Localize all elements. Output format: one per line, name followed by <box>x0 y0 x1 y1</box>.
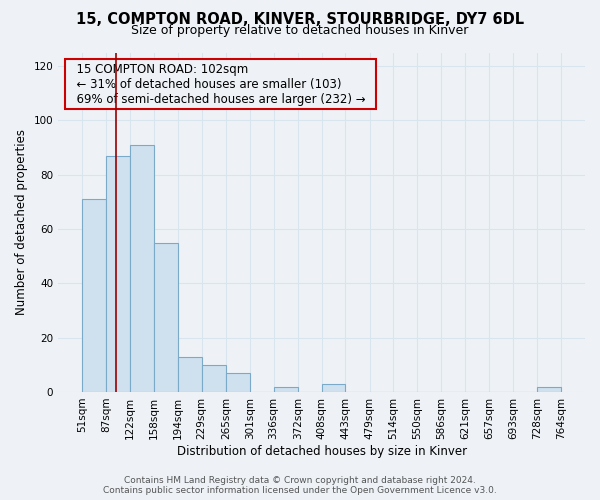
Bar <box>130 145 154 392</box>
Bar <box>202 365 226 392</box>
Bar <box>82 199 106 392</box>
Bar <box>178 356 202 392</box>
X-axis label: Distribution of detached houses by size in Kinver: Distribution of detached houses by size … <box>176 444 467 458</box>
Text: 15 COMPTON ROAD: 102sqm
  ← 31% of detached houses are smaller (103)
  69% of se: 15 COMPTON ROAD: 102sqm ← 31% of detache… <box>69 62 373 106</box>
Text: Contains HM Land Registry data © Crown copyright and database right 2024.
Contai: Contains HM Land Registry data © Crown c… <box>103 476 497 495</box>
Text: Size of property relative to detached houses in Kinver: Size of property relative to detached ho… <box>131 24 469 37</box>
Bar <box>274 386 298 392</box>
Bar <box>154 242 178 392</box>
Y-axis label: Number of detached properties: Number of detached properties <box>15 129 28 315</box>
Bar <box>322 384 346 392</box>
Text: 15, COMPTON ROAD, KINVER, STOURBRIDGE, DY7 6DL: 15, COMPTON ROAD, KINVER, STOURBRIDGE, D… <box>76 12 524 28</box>
Bar <box>226 373 250 392</box>
Bar <box>106 156 130 392</box>
Bar <box>537 386 561 392</box>
